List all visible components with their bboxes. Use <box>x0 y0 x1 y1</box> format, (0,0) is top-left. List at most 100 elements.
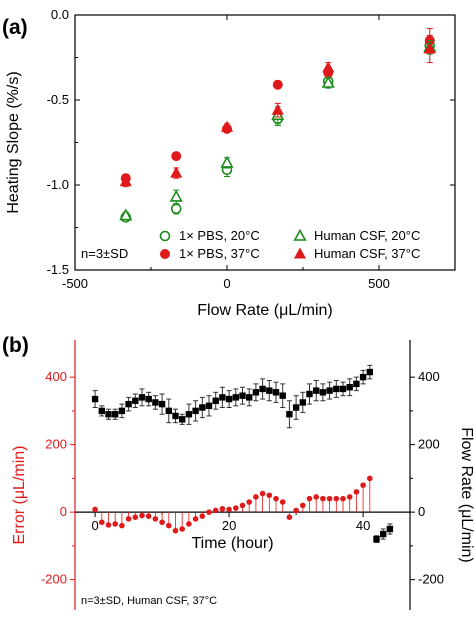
legend-label-csf-20: Human CSF, 20°C <box>314 228 420 243</box>
error-point <box>286 514 293 520</box>
flow-point <box>179 416 186 423</box>
panel-b-label: (b) <box>2 334 29 357</box>
x-tick-label: 20 <box>222 518 236 533</box>
series-2-point <box>119 208 133 221</box>
error-point <box>326 495 333 502</box>
series-1-point <box>171 151 182 162</box>
left-tick-label: 0 <box>60 504 67 519</box>
panel-a-x-axis-label: Flow Rate (μL/min) <box>197 302 332 319</box>
series-3-point <box>220 120 234 132</box>
flow-point <box>279 392 286 399</box>
panel-b-right-axis-label: Flow Rate (μL/min) <box>458 427 474 562</box>
flow-point <box>138 394 146 401</box>
left-tick-label: 200 <box>45 437 67 452</box>
right-tick-label: 0 <box>418 504 425 519</box>
flow-point <box>246 394 253 401</box>
error-point <box>206 509 212 515</box>
x-tick-label: 0 <box>91 518 98 533</box>
flow-point <box>252 389 260 396</box>
error-point <box>313 494 320 500</box>
y-tick-label: -1.0 <box>47 177 69 192</box>
panel-a-legend: 1× PBS, 20°C 1× PBS, 37°C Human CSF, 20°… <box>159 228 420 261</box>
flow-point <box>199 404 206 411</box>
error-point <box>333 495 340 502</box>
flow-point <box>212 397 219 404</box>
flow-point <box>152 399 159 406</box>
flow-point <box>339 385 347 393</box>
series-3-point <box>170 166 183 178</box>
panel-b-sample-note: n=3±SD, Human CSF, 37°C <box>81 595 217 607</box>
panel-b-axes: 0 20 40 400 200 0 -200 400 200 0 -200 <box>41 340 444 610</box>
error-point <box>172 527 179 534</box>
series-0-point <box>170 203 182 215</box>
y-tick-label: -0.5 <box>47 92 69 107</box>
series-2-point <box>220 155 234 168</box>
flow-point <box>286 411 293 418</box>
error-point <box>306 495 313 502</box>
flow-point <box>386 525 394 533</box>
error-point <box>340 495 346 502</box>
error-point <box>125 516 132 522</box>
error-point <box>346 494 353 500</box>
flow-point <box>118 407 126 415</box>
x-tick-label: 40 <box>356 518 370 533</box>
flow-point <box>225 395 233 403</box>
error-point <box>300 502 306 509</box>
panel-b-left-axis-label: Error (μL/min) <box>11 446 28 545</box>
flow-point <box>105 411 112 418</box>
flow-point <box>266 387 273 394</box>
error-point <box>353 489 360 495</box>
flow-point <box>219 394 226 401</box>
flow-point <box>366 368 373 376</box>
flow-point <box>306 390 313 398</box>
flow-point <box>373 535 380 543</box>
panel-a-label: (a) <box>2 16 28 39</box>
flow-point <box>205 402 213 410</box>
panel-a-data <box>119 28 437 223</box>
right-tick-label: 200 <box>418 437 440 452</box>
error-point <box>152 516 159 522</box>
flow-point <box>158 400 166 408</box>
y-tick-label: -1.5 <box>47 262 69 277</box>
error-point <box>112 521 118 527</box>
flow-point <box>91 395 99 403</box>
error-point <box>166 522 172 529</box>
flow-point <box>98 407 105 415</box>
x-tick-label: -500 <box>62 276 88 291</box>
flow-point <box>239 392 246 399</box>
error-point <box>266 492 273 499</box>
flow-point <box>185 411 193 418</box>
series-2-point <box>321 75 335 88</box>
flow-point <box>292 404 300 411</box>
error-point <box>145 513 152 519</box>
error-point <box>246 499 252 505</box>
series-3-point <box>423 42 436 54</box>
flow-point <box>132 397 139 404</box>
series-3-point <box>271 103 284 115</box>
error-point <box>293 507 299 514</box>
series-1-point <box>272 79 283 90</box>
series-3-point <box>322 61 335 73</box>
y-tick-label: 0.0 <box>51 7 69 22</box>
legend-label-csf-37: Human CSF, 37°C <box>314 246 420 261</box>
error-point <box>132 514 139 520</box>
error-point <box>279 499 286 505</box>
panel-b-data <box>91 364 394 543</box>
panel-a-sample-note: n=3±SD <box>81 246 128 261</box>
flow-point <box>232 394 239 401</box>
panel-b-x-axis-label: Time (hour) <box>191 535 273 552</box>
flow-point <box>145 395 152 403</box>
flow-point <box>313 387 320 394</box>
error-point <box>239 502 246 509</box>
error-point <box>119 522 125 529</box>
error-point <box>320 495 326 502</box>
left-tick-label: -200 <box>41 572 67 587</box>
panel-a: (a) -500 0 500 0.0 -0.5 -1.0 -1.5 Heating Slop… <box>2 7 456 319</box>
flow-point <box>326 387 333 394</box>
series-3-point <box>119 175 132 187</box>
error-point <box>219 505 226 512</box>
flow-point <box>172 412 179 420</box>
error-point <box>233 505 239 511</box>
flow-point <box>359 373 367 381</box>
flow-point <box>380 530 387 538</box>
